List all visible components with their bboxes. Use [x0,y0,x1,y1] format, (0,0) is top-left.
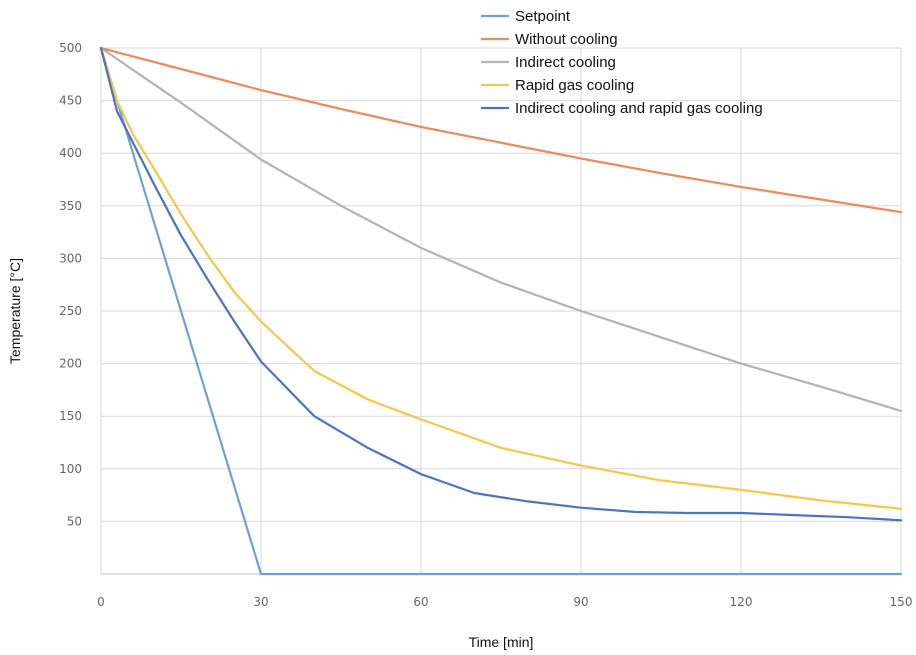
legend-label-4: Indirect cooling and rapid gas cooling [515,100,763,117]
series-line-1 [99,46,903,214]
legend-label-0: Setpoint [515,8,571,25]
y-tick-label: 100 [59,462,82,476]
x-tick-label: 0 [97,595,105,609]
series-line-0 [99,46,903,576]
series-line-2 [99,46,903,412]
axes: 50 100 150 200 250 300 350 400 450 500 0 30 60 90 120 1… [59,41,912,609]
y-axis-title: Temperature [°C] [7,258,23,364]
y-tick-label: 50 [67,514,82,528]
legend-label-3: Rapid gas cooling [515,77,634,94]
x-tick-label: 120 [730,595,753,609]
y-tick-label: 300 [59,251,82,265]
y-tick-label: 250 [59,304,82,318]
x-tick-label: 90 [573,595,588,609]
x-tick-label: 30 [253,595,268,609]
y-tick-label: 200 [59,357,82,371]
legend: Setpoint Without cooling Indirect cooling R… [481,8,763,117]
y-tick-label: 400 [59,146,82,160]
series-line-3 [99,46,903,510]
x-tick-label: 150 [890,595,913,609]
y-tick-label: 500 [59,41,82,55]
legend-label-2: Indirect cooling [515,54,616,71]
x-tick-label: 60 [413,595,428,609]
y-tick-label: 450 [59,94,82,108]
x-axis-title: Time [min] [469,634,534,650]
y-tick-label: 150 [59,409,82,423]
series-line-4 [99,46,903,522]
y-tick-label: 350 [59,199,82,213]
legend-label-1: Without cooling [515,31,618,48]
series-lines [99,46,903,576]
